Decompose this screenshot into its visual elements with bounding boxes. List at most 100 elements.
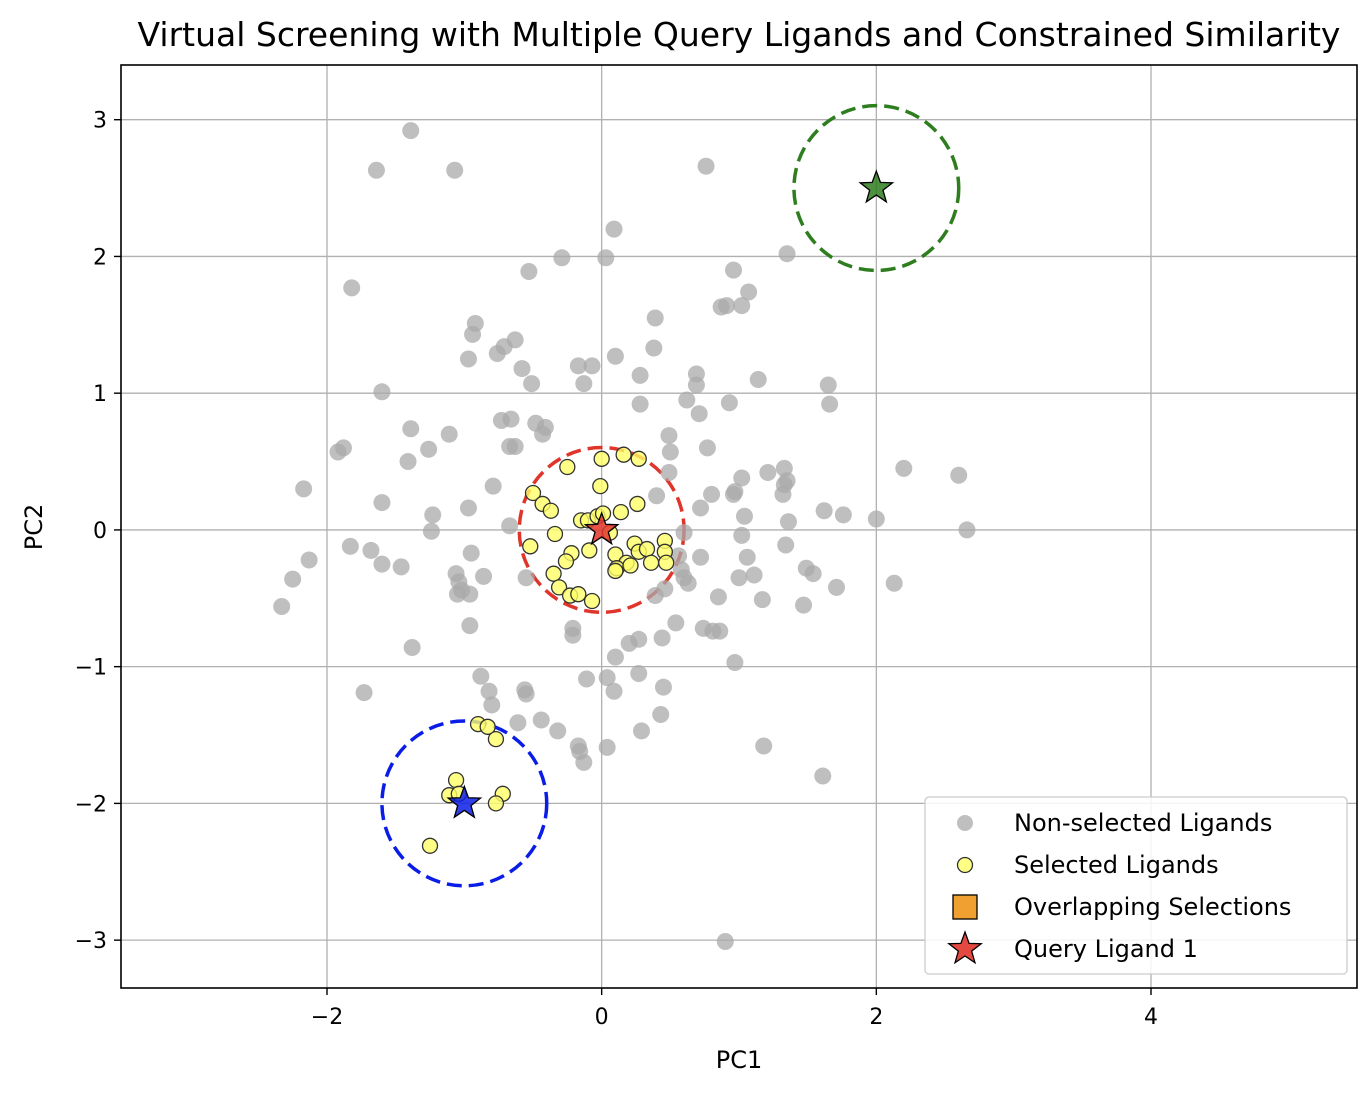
non-selected-point xyxy=(867,510,885,528)
legend-marker-selected xyxy=(956,856,974,874)
non-selected-point xyxy=(523,375,541,393)
non-selected-point xyxy=(774,485,792,503)
non-selected-point xyxy=(424,506,442,524)
selected-point xyxy=(638,540,656,558)
query-radius-circles xyxy=(380,103,961,888)
non-selected-point xyxy=(733,297,751,315)
non-selected-point xyxy=(958,521,976,539)
selected-point xyxy=(421,837,439,854)
non-selected-point xyxy=(630,664,648,682)
non-selected-point xyxy=(355,684,373,702)
non-selected-point xyxy=(440,425,458,443)
non-selected-point xyxy=(402,420,420,438)
non-selected-point xyxy=(698,439,716,457)
non-selected-point xyxy=(334,439,352,457)
non-selected-point xyxy=(654,678,672,696)
selected-point xyxy=(522,538,539,555)
selected-point xyxy=(447,772,465,789)
non-selected-point xyxy=(733,469,751,487)
x-axis-ticks: −2 0 2 4 xyxy=(311,988,1158,1030)
non-selected-point xyxy=(462,544,480,562)
non-selected-point xyxy=(777,536,795,554)
non-selected-point xyxy=(373,383,391,401)
non-selected-point xyxy=(459,350,477,368)
legend-marker-overlap xyxy=(952,894,978,920)
non-selected-point xyxy=(709,588,727,606)
legend-label: Query Ligand 1 xyxy=(1014,935,1198,963)
non-selected-point xyxy=(569,357,587,375)
non-selected-point xyxy=(675,524,693,542)
non-selected-point xyxy=(446,161,464,179)
x-tick-label: −2 xyxy=(311,1005,343,1030)
legend-box xyxy=(924,796,1348,975)
non-selected-point xyxy=(697,157,715,175)
non-selected-point xyxy=(690,405,708,423)
query-star xyxy=(446,784,483,819)
non-selected-point xyxy=(341,537,359,555)
non-selected-point xyxy=(501,517,519,535)
non-selected-point xyxy=(678,391,696,409)
non-selected-point xyxy=(517,569,535,587)
non-selected-point xyxy=(564,626,582,644)
non-selected-point xyxy=(815,502,833,520)
non-selected-point xyxy=(362,541,380,559)
non-selected-points xyxy=(273,122,976,951)
selected-point xyxy=(629,495,646,513)
non-selected-point xyxy=(726,654,744,672)
x-tick-label: 2 xyxy=(869,1005,883,1030)
selected-point xyxy=(550,579,568,596)
y-axis-ticks: −3 −2 −1 0 1 2 3 xyxy=(75,109,121,954)
non-selected-point xyxy=(679,574,697,592)
non-selected-point xyxy=(885,574,903,592)
query-star xyxy=(583,511,620,546)
non-selected-point xyxy=(828,578,846,596)
non-selected-point xyxy=(606,648,624,666)
non-selected-point xyxy=(667,614,685,632)
selected-point xyxy=(487,795,505,812)
non-selected-point xyxy=(464,325,482,343)
non-selected-point xyxy=(300,551,318,569)
y-tick-label: −3 xyxy=(75,929,107,954)
selected-point xyxy=(615,446,632,463)
non-selected-point xyxy=(553,249,571,267)
plot-frame xyxy=(120,64,1358,989)
non-selected-point xyxy=(273,597,291,615)
selected-point xyxy=(583,592,601,610)
selected-point xyxy=(570,586,587,603)
non-selected-point xyxy=(343,279,361,297)
non-selected-point xyxy=(422,522,440,540)
non-selected-point xyxy=(420,440,438,458)
selected-point xyxy=(642,554,660,571)
y-tick-label: 1 xyxy=(93,382,107,407)
similarity-radius-circle xyxy=(380,719,549,888)
non-selected-point xyxy=(755,737,773,755)
selected-point xyxy=(593,450,610,467)
non-selected-point xyxy=(652,706,670,724)
non-selected-point xyxy=(670,547,688,565)
selected-point xyxy=(559,458,576,476)
selected-point xyxy=(630,450,647,467)
non-selected-point xyxy=(534,425,552,443)
non-selected-point xyxy=(718,297,736,315)
non-selected-point xyxy=(631,395,649,413)
non-selected-point xyxy=(745,566,763,584)
non-selected-point xyxy=(461,617,479,635)
legend-marker-non-selected xyxy=(957,815,973,831)
x-axis-label: PC1 xyxy=(716,1046,763,1074)
selected-point xyxy=(612,503,630,521)
non-selected-point xyxy=(645,339,663,357)
non-selected-point xyxy=(759,463,777,481)
non-selected-point xyxy=(660,463,678,481)
similarity-radius-circle xyxy=(792,103,961,273)
non-selected-point xyxy=(575,375,593,393)
non-selected-point xyxy=(778,472,796,490)
non-selected-point xyxy=(660,427,678,445)
non-selected-point xyxy=(804,565,822,583)
non-selected-point xyxy=(687,376,705,394)
non-selected-point xyxy=(513,360,531,378)
non-selected-point xyxy=(648,487,666,505)
x-tick-label: 0 xyxy=(595,1005,609,1030)
non-selected-point xyxy=(502,410,520,428)
non-selected-point xyxy=(488,345,506,363)
